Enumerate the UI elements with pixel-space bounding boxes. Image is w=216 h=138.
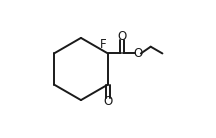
Text: O: O — [118, 30, 127, 43]
Text: O: O — [134, 47, 143, 60]
Text: O: O — [103, 95, 113, 108]
Text: F: F — [99, 38, 106, 51]
